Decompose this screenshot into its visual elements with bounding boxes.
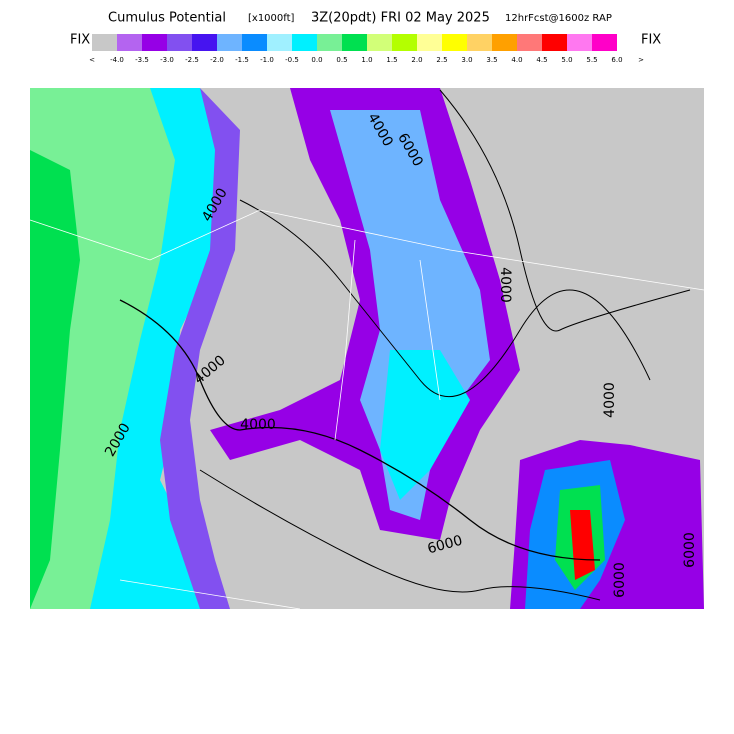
legend-label: 1.0 <box>361 56 372 64</box>
contour-label: 4000 <box>602 382 618 418</box>
legend-label: 5.0 <box>561 56 572 64</box>
legend-label: 4.0 <box>511 56 522 64</box>
legend-swatch <box>467 34 492 51</box>
moist-region <box>160 88 240 609</box>
legend-label: -4.0 <box>110 56 124 64</box>
legend-swatch <box>267 34 292 51</box>
legend-swatch <box>592 34 617 51</box>
legend-label: 4.5 <box>536 56 547 64</box>
moist-region <box>570 510 595 580</box>
legend-label: -2.0 <box>210 56 224 64</box>
legend-swatch <box>517 34 542 51</box>
legend-label: -1.5 <box>235 56 249 64</box>
legend: -4.0 -3.5 -3.0 -2.5 -2.0 -1.5 -1.0 -0.5 0.0 0.5 1.… <box>92 34 623 64</box>
legend-swatch <box>317 34 342 51</box>
legend-swatch <box>217 34 242 51</box>
legend-label: 5.5 <box>586 56 597 64</box>
legend-label: 6.0 <box>611 56 622 64</box>
legend-label: -0.5 <box>285 56 299 64</box>
legend-left-label: FIX <box>70 33 90 48</box>
moist-region <box>380 350 470 500</box>
contour <box>199 469 601 601</box>
map <box>29 88 705 610</box>
legend-swatch <box>567 34 592 51</box>
contour <box>119 299 601 561</box>
legend-label: 3.5 <box>486 56 497 64</box>
legend-label: -2.5 <box>185 56 199 64</box>
legend-swatch <box>292 34 317 51</box>
legend-swatch <box>392 34 417 51</box>
legend-swatch <box>417 34 442 51</box>
units: [x1000ft] <box>248 13 295 24</box>
legend-swatch <box>192 34 217 51</box>
contour <box>439 89 691 332</box>
legend-label: 0.5 <box>336 56 347 64</box>
legend-swatch <box>492 34 517 51</box>
legend-swatch <box>242 34 267 51</box>
legend-label: 0.0 <box>311 56 322 64</box>
contour-label: 6000 <box>612 562 628 598</box>
legend-label: -1.0 <box>260 56 274 64</box>
contour <box>239 199 651 398</box>
legend-swatch <box>442 34 467 51</box>
legend-label: -3.0 <box>160 56 174 64</box>
legend-swatch <box>542 34 567 51</box>
valid-time: 3Z(20pdt) FRI 02 May 2025 <box>311 11 490 26</box>
contour-label: 4000 <box>240 417 276 433</box>
moist-region <box>30 150 80 609</box>
legend-label: 2.0 <box>411 56 422 64</box>
legend-label: 2.5 <box>436 56 447 64</box>
legend-label: 1.5 <box>386 56 397 64</box>
forecast: 12hrFcst@1600z RAP <box>505 13 612 24</box>
legend-swatch <box>142 34 167 51</box>
title: Cumulus Potential <box>108 11 226 26</box>
legend-right-label: FIX <box>641 33 661 48</box>
legend-label: -3.5 <box>135 56 149 64</box>
legend-swatch <box>167 34 192 51</box>
contour-label: 6000 <box>682 532 698 568</box>
legend-swatch <box>342 34 367 51</box>
legend-label: 3.0 <box>461 56 472 64</box>
contour-label: 4000 <box>497 267 513 303</box>
legend-high-end: > <box>638 56 644 64</box>
border <box>119 239 441 610</box>
legend-low-end: < <box>89 56 95 64</box>
legend-swatch <box>117 34 142 51</box>
legend-swatch <box>92 34 117 51</box>
border <box>29 209 705 291</box>
legend-swatch <box>367 34 392 51</box>
